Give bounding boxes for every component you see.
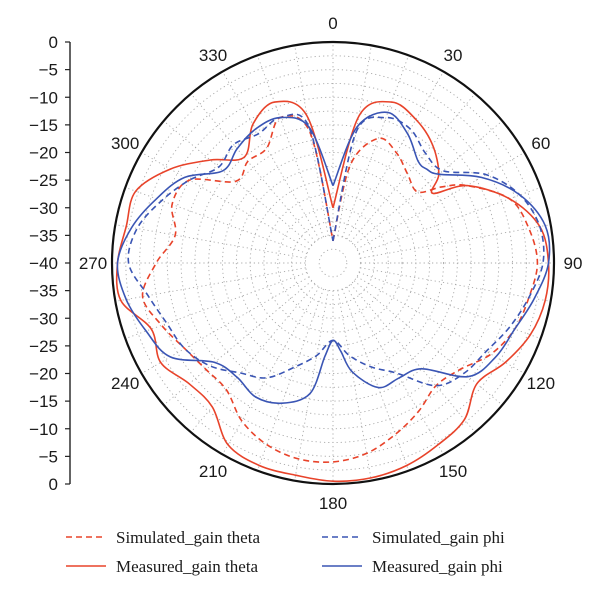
grid-circle [277,207,389,319]
grid-spoke [190,283,316,433]
grid-spoke [358,186,541,254]
angle-labels: 0 30 60 90 120 150 180 210 240 270 300 330 [79,14,583,513]
radial-axis-tick-label: −35 [29,226,58,245]
grid-spoke [141,152,310,250]
grid-spoke [141,276,310,374]
radial-axis-tick-label: −35 [29,282,58,301]
radial-axis-tick-label: −30 [29,199,58,218]
angle-label: 180 [319,494,347,513]
radial-axis-tick-label: −10 [29,420,58,439]
series-line-measured-gain-phi [116,111,551,405]
series-line-measured-gain-theta [115,100,550,483]
grid-circle [291,221,375,305]
legend-label: Measured_gain theta [116,557,259,576]
polar-grid [111,41,555,485]
grid-spoke [125,272,308,340]
angle-label: 330 [199,46,227,65]
grid-spoke [360,224,551,259]
radial-axis-tick-label: −5 [39,447,58,466]
grid-circle [235,165,431,361]
grid-spoke [256,288,324,471]
angle-label: 30 [444,46,463,65]
radial-axis: 0 −5 −10 −15 −20 −25 −30 −35 −40 −35 −30 −25 −20 −15 −… [29,33,71,494]
radial-axis-tick-label: −20 [29,365,58,384]
grid-spoke [115,267,306,302]
radial-axis-tick-label: −15 [29,392,58,411]
grid-spoke [125,186,308,254]
legend: Simulated_gain theta Simulated_gain phi Me… [66,528,505,576]
angle-label: 270 [79,254,107,273]
radial-axis-tick-label: 0 [49,33,58,52]
grid-spoke [350,283,476,433]
grid-spoke [256,55,324,238]
grid-spoke [342,55,410,238]
grid-spoke [163,120,313,246]
legend-label: Simulated_gain theta [116,528,260,547]
grid-spoke [358,272,541,340]
angle-label: 90 [564,254,583,273]
grid-spoke [222,71,320,240]
grid-spoke [115,224,306,259]
radial-axis-tick-label: −25 [29,171,58,190]
grid-spoke [356,152,525,250]
series-layer [115,100,551,483]
grid-circle [166,96,500,430]
legend-label: Measured_gain phi [372,557,503,576]
grid-circle [263,193,403,333]
radial-axis-tick-label: 0 [49,475,58,494]
grid-spoke [342,288,410,471]
grid-spoke [353,120,503,246]
grid-spoke [360,267,551,302]
grid-spoke [190,93,316,243]
grid-spoke [346,286,444,455]
grid-circle [180,110,486,416]
angle-label: 120 [527,374,555,393]
grid-circle [318,248,348,278]
grid-circle [194,124,472,402]
grid-spoke [356,276,525,374]
legend-label: Simulated_gain phi [372,528,505,547]
grid-spoke [337,290,372,481]
grid-circle [139,69,527,457]
radial-axis-tick-label: −5 [39,61,58,80]
angle-label: 0 [328,14,337,33]
grid-spoke [222,286,320,455]
grid-spoke [163,280,313,406]
grid-circle [125,55,541,471]
radial-axis-tick-label: −30 [29,309,58,328]
grid-circle [152,82,514,444]
series-line-simulated-gain-theta [141,114,539,464]
outer-circle [110,40,556,486]
angle-label: 240 [111,374,139,393]
grid-spoke [346,71,444,240]
grid-circle [222,152,444,374]
radial-axis-tick-label: −10 [29,88,58,107]
radial-axis-tick-label: −25 [29,337,58,356]
angle-label: 60 [531,134,550,153]
angle-label: 210 [199,462,227,481]
grid-circle [304,234,362,292]
angle-label: 300 [111,134,139,153]
grid-spoke [294,45,329,236]
radial-axis-tick-label: −40 [29,254,58,273]
polar-boundary [110,40,556,486]
angle-label: 150 [439,462,467,481]
grid-spoke [350,93,476,243]
radial-axis-tick-label: −20 [29,144,58,163]
grid-spoke [337,45,372,236]
grid-spoke [353,280,503,406]
grid-spoke [294,290,329,481]
radial-axis-tick-label: −15 [29,116,58,135]
